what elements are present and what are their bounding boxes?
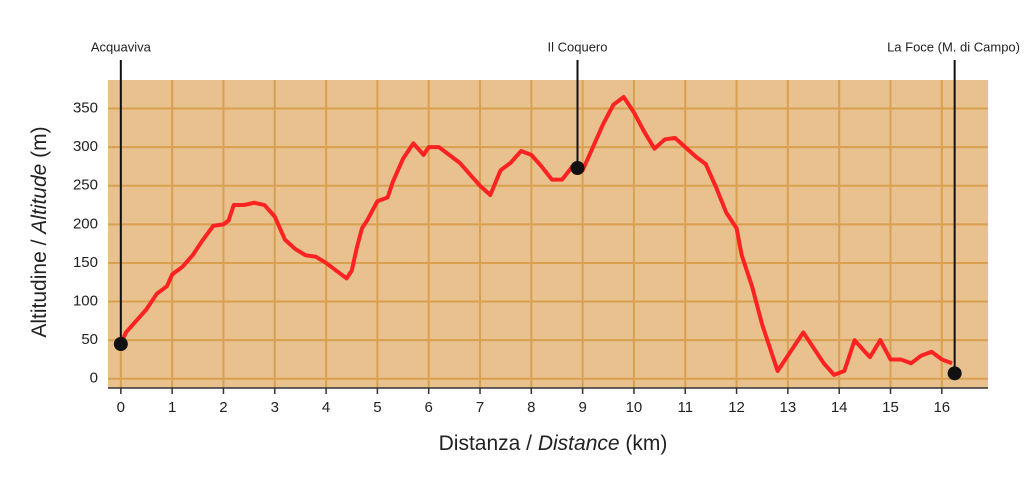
y-tick-label: 50 (81, 331, 98, 348)
plot-background (108, 80, 988, 388)
annotation-marker (570, 161, 585, 175)
y-tick-label: 350 (73, 100, 98, 117)
x-tick-label: 8 (527, 399, 535, 416)
y-tick-label: 300 (73, 138, 98, 155)
axis-label-part: Distance (538, 432, 620, 455)
x-tick-label: 11 (677, 399, 693, 416)
annotation-label: Acquaviva (91, 39, 152, 54)
x-tick-label: 7 (476, 399, 484, 416)
x-tick-label: 1 (168, 399, 176, 416)
annotation-marker (113, 337, 128, 351)
x-tick-label: 10 (626, 399, 643, 416)
axis-label-part: Altitude (28, 164, 51, 236)
axis-label-part: Distanza / (439, 432, 538, 455)
y-tick-label: 0 (90, 370, 98, 387)
x-tick-label: 9 (578, 399, 586, 416)
x-tick-label: 15 (882, 399, 899, 416)
x-tick-label: 6 (425, 399, 433, 416)
y-axis-label: Altitudine / Altitude (m) (28, 126, 51, 337)
elevation-line (118, 94, 953, 377)
annotation-label: La Foce (M. di Campo) (887, 39, 1020, 54)
y-tick-label: 250 (73, 177, 98, 194)
y-tick-label: 150 (73, 254, 98, 271)
x-tick-label: 5 (373, 399, 381, 416)
x-tick-label: 14 (831, 399, 848, 416)
x-tick-label: 2 (219, 399, 227, 416)
x-tick-label: 16 (933, 399, 950, 416)
x-tick-label: 0 (117, 399, 125, 416)
y-tick-label: 100 (73, 293, 98, 310)
x-tick-label: 4 (322, 399, 330, 416)
axis-label-part: (m) (28, 126, 51, 163)
x-axis-label: Distanza / Distance (km) (439, 432, 668, 455)
axis-label-part: Altitudine / (28, 234, 51, 338)
axis-label-part: (km) (620, 432, 668, 455)
annotation-label: Il Coquero (548, 39, 608, 54)
annotation-marker (947, 366, 962, 381)
y-tick-label: 200 (73, 215, 98, 232)
x-tick-label: 12 (728, 399, 745, 416)
x-tick-label: 13 (780, 399, 797, 416)
x-tick-label: 3 (271, 399, 279, 416)
